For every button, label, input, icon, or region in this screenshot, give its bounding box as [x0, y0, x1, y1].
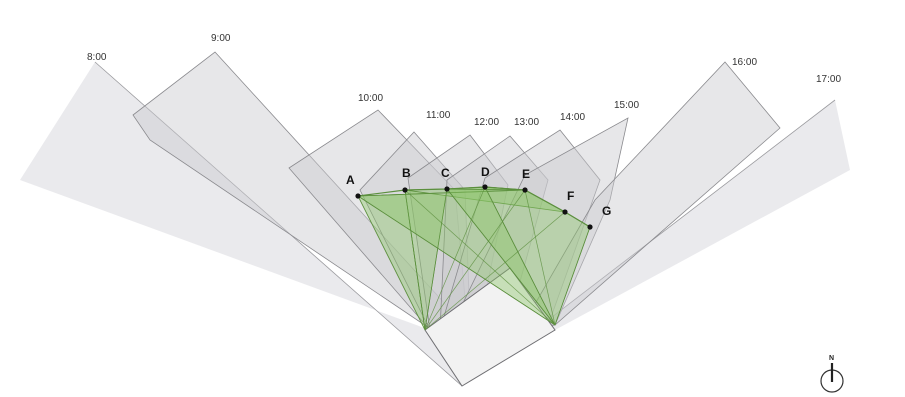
ray-b-right	[404, 189, 556, 326]
label-point-e: E	[522, 167, 530, 181]
ray-d-right	[484, 186, 556, 326]
building-footprint	[424, 267, 556, 387]
shadow-8-00	[20, 62, 462, 386]
point-g	[587, 224, 593, 230]
label-point-d: D	[481, 165, 490, 179]
point-d	[482, 184, 488, 190]
ray-b-left	[404, 189, 426, 331]
north-label: N	[829, 355, 834, 362]
point-b	[402, 187, 408, 193]
label-point-a: A	[346, 173, 355, 187]
ray-c-right	[446, 188, 556, 326]
ray-g-right	[554, 226, 591, 326]
point-c	[444, 186, 450, 192]
time-labels: 8:00 9:00 10:00 11:00 12:00 13:00 14:00 …	[87, 33, 841, 128]
label-point-b: B	[402, 166, 411, 180]
shadow-9-00	[132, 51, 459, 331]
ray-c-left	[424, 188, 448, 331]
point-e	[522, 187, 528, 193]
shadow-planes	[132, 51, 781, 331]
label-point-c: C	[441, 166, 450, 180]
fan-rays	[357, 186, 591, 331]
point-labels: A B C D E F G	[346, 165, 611, 218]
time-label-9-00: 9:00	[211, 33, 231, 44]
shadow-8-00-edge	[94, 61, 463, 387]
ray-a-right	[357, 195, 556, 326]
time-label-12-00: 12:00	[474, 117, 499, 128]
time-label-14-00: 14:00	[560, 112, 585, 123]
ray-a-left	[357, 195, 426, 331]
time-label-8-00: 8:00	[87, 52, 107, 63]
ray-d-left	[424, 186, 486, 331]
label-point-g: G	[602, 204, 611, 218]
time-label-13-00: 13:00	[514, 117, 539, 128]
time-label-16-00: 16:00	[732, 57, 757, 68]
time-label-10-00: 10:00	[358, 93, 383, 104]
points	[355, 184, 593, 230]
north-arrow-icon: N	[820, 355, 844, 393]
time-label-11-00: 11:00	[426, 110, 451, 121]
ray-e-left	[424, 189, 526, 331]
time-label-17-00: 17:00	[816, 74, 841, 85]
point-a	[355, 193, 361, 199]
time-label-15-00: 15:00	[614, 100, 639, 111]
ray-e-right	[524, 189, 556, 326]
label-point-f: F	[567, 189, 574, 203]
point-f	[562, 209, 568, 215]
